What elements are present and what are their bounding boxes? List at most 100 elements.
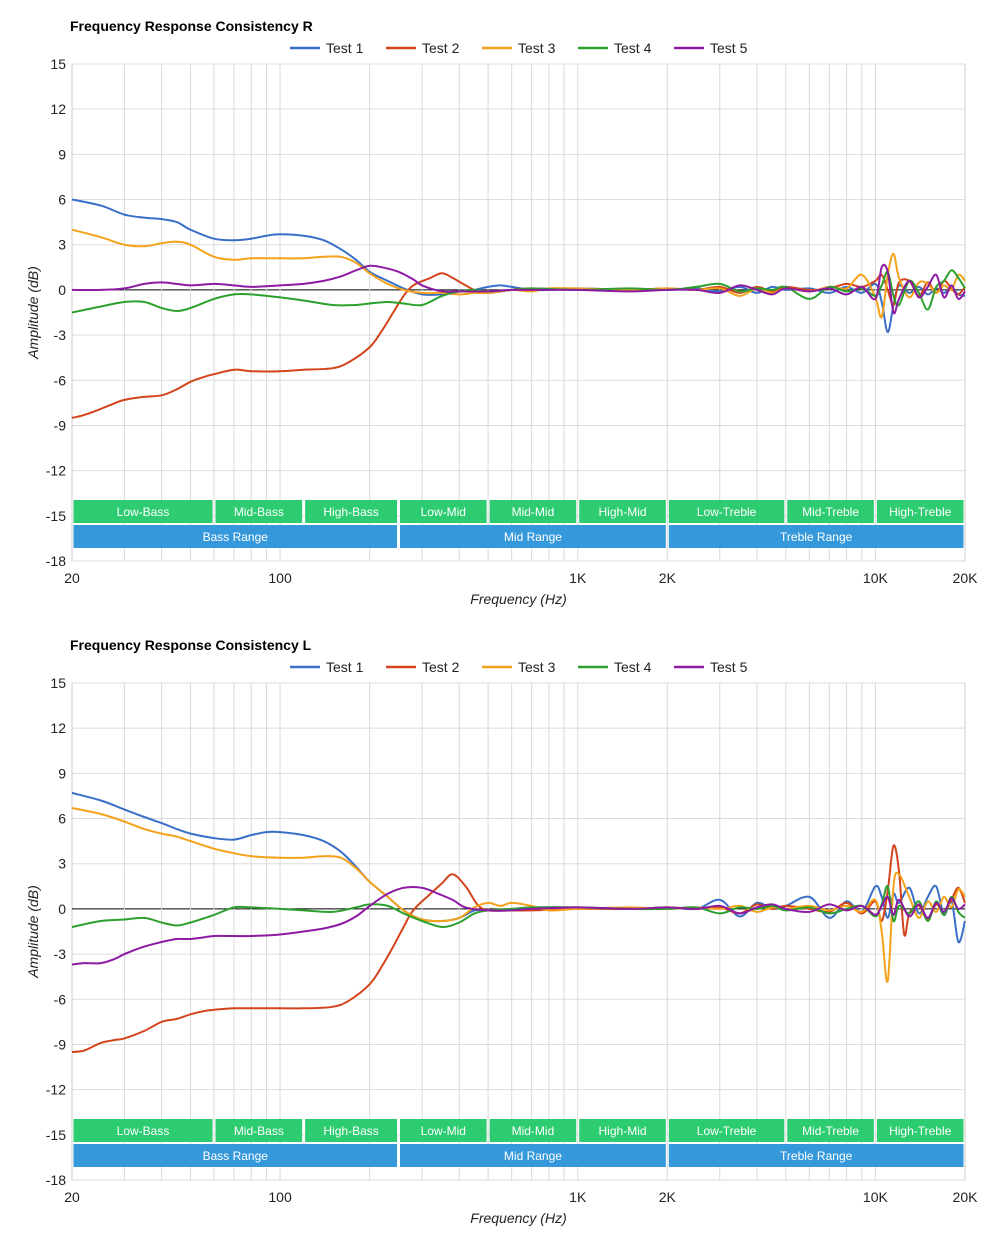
chart-2: Frequency Response Consistency L Test 1 Te… [25, 637, 978, 1226]
range-band [579, 1119, 666, 1142]
range-band-label: Mid-Bass [234, 505, 284, 519]
x-tick-label: 2K [659, 570, 677, 586]
x-tick-label: 10K [863, 570, 889, 586]
legend: Test 1 Test 2 Test 3 Test 4 Test 5 [290, 659, 748, 675]
grid [72, 63, 965, 562]
y-tick-label: -18 [46, 1172, 66, 1188]
range-band [787, 500, 874, 523]
range-bands: Low-Bass Mid-Bass High-Bass Low-Mid Mid-Mid H… [73, 500, 964, 548]
plot-area [71, 63, 966, 562]
super-range-band [668, 1144, 964, 1167]
y-tick-label: -9 [54, 417, 67, 433]
x-tick-label: 10K [863, 1189, 889, 1205]
y-tick-label: -18 [46, 553, 66, 569]
x-tick-label: 2K [659, 1189, 677, 1205]
super-range-label: Treble Range [780, 530, 853, 544]
y-tick-label: -12 [46, 463, 66, 479]
x-axis: 20 100 1K 2K 10K 20K [64, 570, 978, 586]
range-band [579, 500, 666, 523]
range-band-label: Mid-Treble [802, 505, 859, 519]
range-band-label: Low-Treble [697, 1124, 757, 1138]
x-tick-label: 20 [64, 1189, 80, 1205]
range-band-label: High-Treble [889, 505, 952, 519]
range-band [215, 1119, 303, 1142]
legend-label-2: Test 2 [422, 40, 460, 56]
y-tick-label: 9 [58, 146, 66, 162]
y-tick-label: -12 [46, 1082, 66, 1098]
y-tick-label: 15 [50, 675, 66, 691]
y-tick-label: -6 [54, 991, 67, 1007]
range-band-label: High-Bass [323, 1124, 378, 1138]
legend-label-5: Test 5 [710, 659, 748, 675]
plot-area [71, 682, 966, 1181]
y-tick-label: 0 [58, 282, 66, 298]
series [71, 198, 966, 419]
range-band [876, 500, 964, 523]
legend-label-5: Test 5 [710, 40, 748, 56]
range-band [876, 1119, 964, 1142]
range-band-label: Low-Bass [117, 1124, 170, 1138]
range-band-label: Low-Bass [117, 505, 170, 519]
range-band [73, 1119, 213, 1142]
range-band [400, 500, 487, 523]
x-tick-label: 20K [953, 570, 979, 586]
legend-label-1: Test 1 [326, 659, 364, 675]
range-band-label: Low-Mid [421, 505, 466, 519]
legend-label-4: Test 4 [614, 40, 652, 56]
y-tick-label: 3 [58, 856, 66, 872]
super-range-label: Mid Range [504, 530, 562, 544]
x-tick-label: 100 [268, 1189, 292, 1205]
legend-label-4: Test 4 [614, 659, 652, 675]
super-range-label: Bass Range [203, 530, 269, 544]
range-band [489, 500, 577, 523]
y-tick-label: 0 [58, 901, 66, 917]
x-axis: 20 100 1K 2K 10K 20K [64, 1189, 978, 1205]
y-tick-label: -15 [46, 508, 66, 524]
range-band [400, 1119, 487, 1142]
y-axis-label: Amplitude (dB) [25, 266, 41, 360]
range-band [668, 1119, 785, 1142]
x-tick-label: 100 [268, 570, 292, 586]
x-tick-label: 1K [569, 1189, 587, 1205]
range-band-label: High-Mid [599, 1124, 647, 1138]
y-axis: 15 12 9 6 3 0 -3 -6 -9 -12 -15 -18 [46, 675, 66, 1188]
y-axis-label: Amplitude (dB) [25, 885, 41, 979]
chart-title: Frequency Response Consistency L [70, 637, 312, 653]
super-range-label: Treble Range [780, 1149, 853, 1163]
super-range-band [73, 525, 398, 548]
x-axis-label: Frequency (Hz) [470, 1210, 566, 1226]
range-band [215, 500, 303, 523]
range-band-label: Mid-Bass [234, 1124, 284, 1138]
range-band [668, 500, 785, 523]
range-band-label: High-Bass [323, 505, 378, 519]
x-axis-label: Frequency (Hz) [470, 591, 566, 607]
x-tick-label: 20 [64, 570, 80, 586]
legend: Test 1 Test 2 Test 3 Test 4 Test 5 [290, 40, 748, 56]
super-range-band [73, 1144, 398, 1167]
range-band-label: Low-Mid [421, 1124, 466, 1138]
range-band-label: Mid-Mid [512, 1124, 555, 1138]
series [71, 791, 966, 1053]
y-tick-label: -9 [54, 1036, 67, 1052]
legend-label-2: Test 2 [422, 659, 460, 675]
range-band-label: Low-Treble [697, 505, 757, 519]
range-band-label: High-Mid [599, 505, 647, 519]
y-tick-label: -6 [54, 372, 67, 388]
y-tick-label: 12 [50, 101, 66, 117]
range-band-label: Mid-Treble [802, 1124, 859, 1138]
range-band-label: Mid-Mid [512, 505, 555, 519]
super-range-band [400, 525, 666, 548]
y-tick-label: 6 [58, 192, 66, 208]
y-tick-label: 12 [50, 720, 66, 736]
series-line-test-5 [71, 886, 966, 966]
range-band [489, 1119, 577, 1142]
y-tick-label: 3 [58, 237, 66, 253]
y-axis: 15 12 9 6 3 0 -3 -6 -9 -12 -15 -18 [46, 56, 66, 569]
y-tick-label: 9 [58, 765, 66, 781]
y-tick-label: -3 [54, 327, 67, 343]
range-band-label: High-Treble [889, 1124, 952, 1138]
y-tick-label: 15 [50, 56, 66, 72]
super-range-band [668, 525, 964, 548]
